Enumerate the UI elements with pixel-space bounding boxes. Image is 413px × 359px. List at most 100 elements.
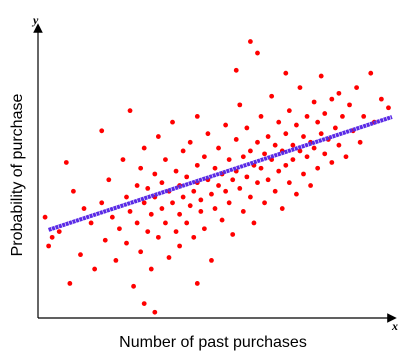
scatter-point <box>230 177 236 183</box>
scatter-point <box>145 186 151 191</box>
scatter-point <box>219 217 225 223</box>
scatter-point <box>88 220 94 226</box>
scatter-point <box>386 105 391 111</box>
scatter-point <box>336 90 342 96</box>
scatter-point <box>92 266 98 272</box>
regression-line <box>47 115 393 232</box>
scatter-point <box>194 114 200 119</box>
scatter-point <box>216 183 221 188</box>
scatter-point <box>159 206 165 211</box>
scatter-point <box>283 70 289 76</box>
scatter-point <box>124 240 129 246</box>
scatter-point <box>71 188 76 194</box>
scatter-point <box>109 214 115 220</box>
scatter-point <box>283 131 289 137</box>
y-axis-title: Probability of purchase <box>9 94 26 257</box>
scatter-point <box>297 148 303 154</box>
scatter-point <box>67 281 73 286</box>
scatter-point <box>318 73 324 79</box>
scatter-point <box>117 226 122 232</box>
scatter-point <box>340 114 345 119</box>
scatter-point <box>177 211 183 217</box>
scatter-point <box>194 162 200 168</box>
scatter-point <box>262 151 267 157</box>
scatter-point <box>343 154 349 160</box>
scatter-point <box>201 226 207 232</box>
scatter-point <box>329 160 335 165</box>
scatter-point <box>187 139 193 145</box>
scatter-point <box>237 102 243 108</box>
scatter-point <box>244 174 250 180</box>
scatter-point <box>209 258 214 263</box>
scatter-point <box>173 229 179 235</box>
scatter-point <box>173 168 179 174</box>
scatter-point <box>134 183 140 188</box>
scatter-point <box>276 119 282 125</box>
scatter-point <box>194 281 200 286</box>
scatter-point <box>113 258 119 263</box>
scatter-point <box>56 229 62 235</box>
scatter-point <box>127 108 133 114</box>
scatter-point <box>99 200 105 206</box>
scatter-point <box>294 191 299 197</box>
scatter-point <box>124 194 129 200</box>
x-axis-letter: x <box>391 319 398 333</box>
scatter-point <box>155 234 161 240</box>
scatter-point <box>120 157 126 163</box>
scatter-point <box>141 200 147 206</box>
scatter-point <box>191 234 197 240</box>
scatter-point <box>163 157 168 163</box>
scatter-point <box>318 131 324 137</box>
scatter-point <box>134 220 140 226</box>
scatter-point <box>49 234 55 240</box>
scatter-point <box>223 122 229 128</box>
scatter-point <box>170 119 175 125</box>
scatter-point <box>159 180 165 186</box>
scatter-point <box>233 137 239 142</box>
scatter-point <box>81 206 87 211</box>
scatter-point <box>248 39 253 44</box>
scatter-point <box>180 148 186 154</box>
scatter-point <box>322 111 328 116</box>
scatter-point <box>170 200 175 206</box>
scatter-point <box>148 211 154 217</box>
scatter-point <box>265 177 271 183</box>
scatter-point <box>177 243 183 249</box>
scatter-point <box>198 197 204 203</box>
y-axis-letter: y <box>31 13 39 27</box>
scatter-point <box>286 180 292 186</box>
scatter-point <box>148 266 154 272</box>
scatter-point <box>361 114 367 119</box>
scatter-point <box>265 134 271 139</box>
scatter-point <box>141 145 147 151</box>
scatter-point <box>201 154 207 160</box>
scatter-point <box>255 139 260 145</box>
scatter-point <box>311 99 317 105</box>
scatter-point <box>290 157 296 163</box>
scatter-point <box>187 203 193 209</box>
scatter-point <box>279 206 285 211</box>
scatter-point <box>378 96 384 102</box>
scatter-point <box>166 255 172 260</box>
scatter-point <box>240 209 246 214</box>
x-axis-title: Number of past purchases <box>119 334 307 351</box>
scatter-point <box>106 177 112 183</box>
scatter-point <box>354 85 359 90</box>
scatter-point <box>269 93 275 99</box>
scatter-point <box>163 220 168 226</box>
scatter-point <box>131 283 136 289</box>
scatter-point <box>251 220 257 226</box>
scatter-point <box>191 188 197 194</box>
scatter-point <box>46 243 52 249</box>
scatter-point <box>301 134 306 139</box>
scatter-point <box>272 188 278 194</box>
scatter-point <box>99 128 105 134</box>
scatter-point <box>244 125 250 131</box>
scatter-point <box>212 206 218 211</box>
scatter-point <box>184 174 190 180</box>
scatter-point <box>258 114 264 119</box>
scatter-point <box>230 232 236 237</box>
scatter-point <box>262 200 267 206</box>
scatter-point <box>198 209 204 214</box>
scatter-point <box>272 142 278 148</box>
